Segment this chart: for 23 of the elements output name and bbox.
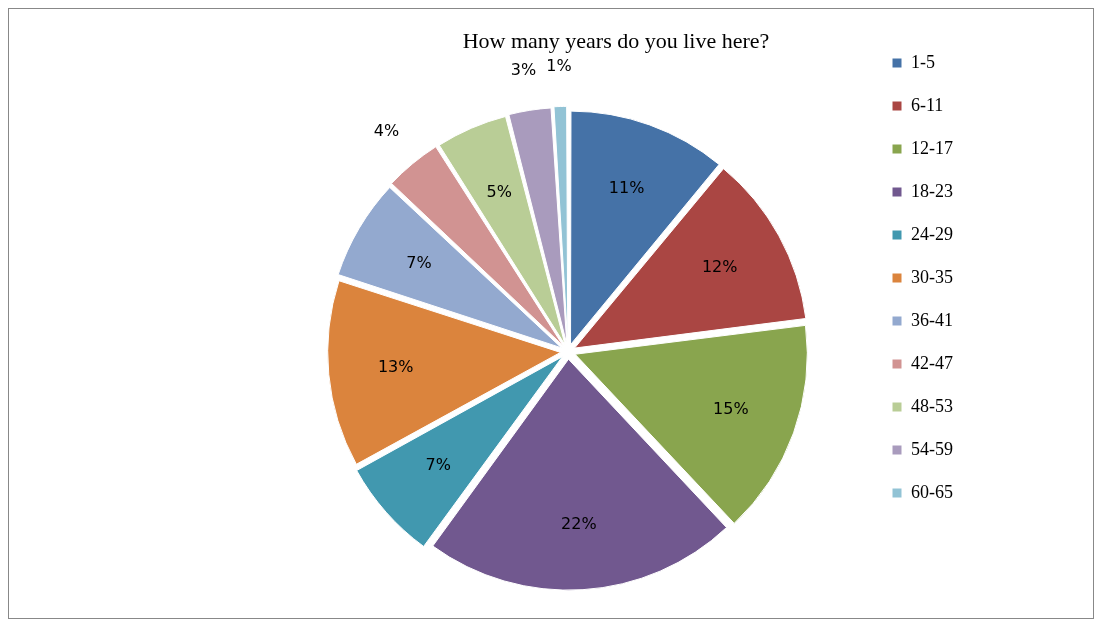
data-label: 4%: [373, 121, 400, 141]
data-label: 11%: [608, 177, 645, 197]
legend-label: 36-41: [911, 309, 954, 330]
data-label: 22%: [561, 513, 597, 533]
legend-label: 30-35: [911, 266, 954, 287]
data-label: 5%: [486, 182, 512, 201]
data-label: 3%: [510, 59, 537, 79]
legend-label: 60-65: [911, 481, 954, 502]
legend-label: 12-17: [911, 137, 954, 158]
chart-title: How many years do you live here?: [462, 27, 770, 53]
legend-label: 54-59: [911, 438, 954, 459]
data-label: 12%: [701, 257, 738, 277]
legend-label: 1-5: [911, 51, 936, 72]
data-label: 13%: [377, 357, 414, 377]
legend-label: 18-23: [911, 180, 954, 201]
data-label: 15%: [713, 399, 749, 419]
data-label: 7%: [425, 455, 451, 475]
legend-label: 24-29: [911, 223, 954, 244]
legend-label: 48-53: [911, 395, 954, 416]
legend-label: 6-11: [911, 94, 944, 115]
data-label: 1%: [546, 56, 572, 76]
data-label: 7%: [406, 252, 432, 272]
legend-label: 42-47: [911, 352, 954, 373]
